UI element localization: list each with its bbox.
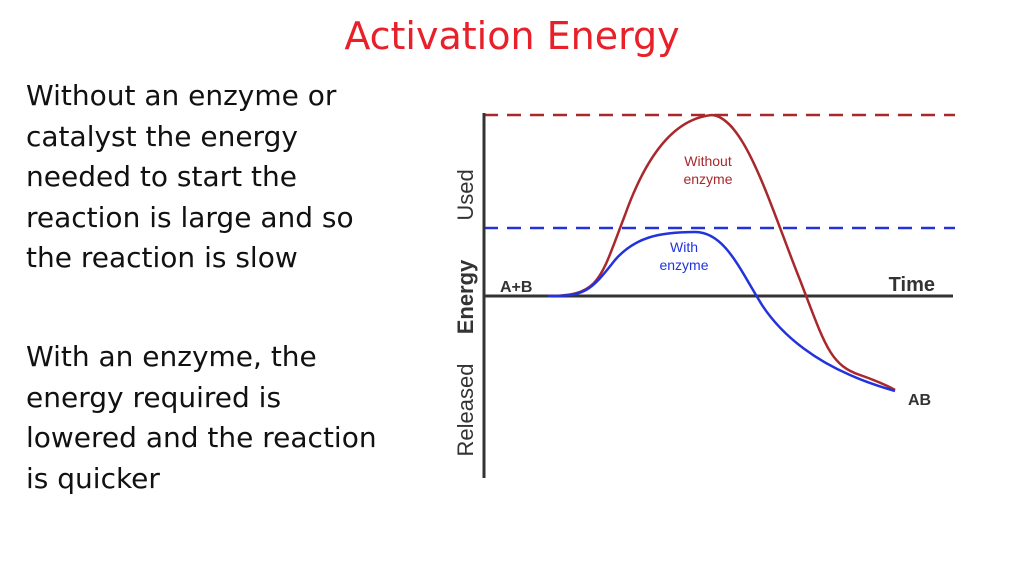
axis-label-energy: Energy bbox=[453, 259, 478, 334]
paragraph-without-enzyme: Without an enzyme or catalyst the energy… bbox=[26, 79, 354, 274]
paragraph-with-enzyme: With an enzyme, the energy required is l… bbox=[26, 340, 377, 495]
without-enzyme-curve bbox=[547, 113, 896, 392]
time-axis-label: Time bbox=[889, 274, 935, 296]
with-enzyme-label-line1: With bbox=[670, 239, 698, 255]
axis-label-released: Released bbox=[453, 364, 478, 457]
axis-label-used: Used bbox=[453, 169, 478, 220]
without-enzyme-label-line1: Without bbox=[684, 153, 732, 169]
product-label: AB bbox=[908, 392, 931, 409]
with-enzyme-label-line2: enzyme bbox=[659, 257, 708, 273]
slide-title: Activation Energy bbox=[344, 14, 680, 58]
reactant-label: A+B bbox=[500, 279, 532, 296]
with-enzyme-curve bbox=[547, 230, 896, 393]
without-enzyme-label-line2: enzyme bbox=[683, 171, 732, 187]
